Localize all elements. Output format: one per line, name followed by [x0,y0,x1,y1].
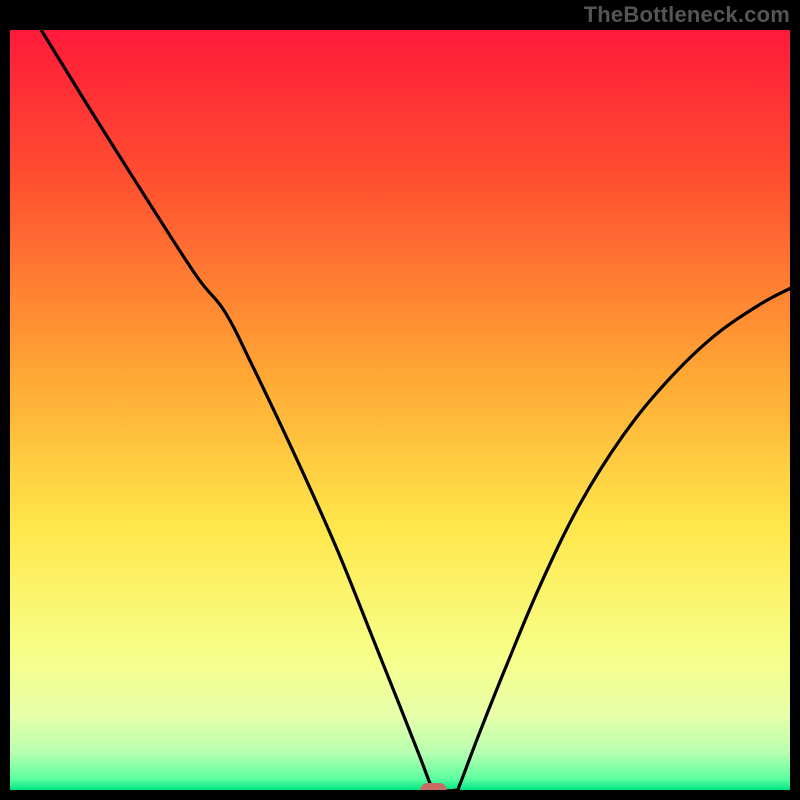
bottleneck-chart [10,30,790,790]
optimal-point-marker [421,783,447,790]
gradient-background [10,30,790,790]
chart-root: { "watermark": { "text": "TheBottleneck.… [0,0,800,800]
chart-svg [10,30,790,790]
watermark-text: TheBottleneck.com [584,2,790,28]
